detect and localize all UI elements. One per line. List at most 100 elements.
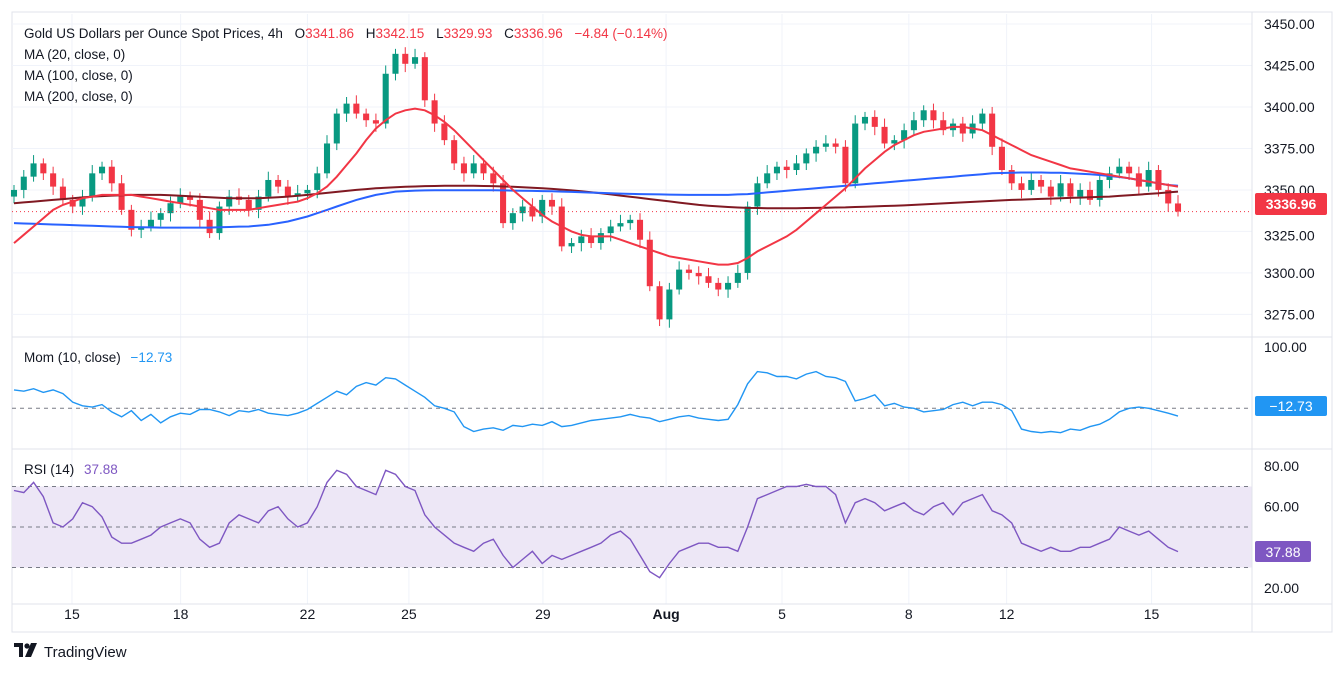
candle-body [304, 189, 311, 194]
candle-body [245, 199, 252, 210]
candle-body [226, 196, 233, 207]
c-label: C [504, 26, 514, 41]
candle-body [773, 166, 780, 174]
c-value: 3336.96 [514, 26, 563, 41]
candle-body [40, 163, 47, 174]
candle-body [646, 239, 653, 287]
candle-body [685, 269, 692, 273]
ma100-line [13, 171, 1179, 229]
candle-body [744, 206, 751, 273]
candle-body [255, 196, 262, 210]
l-value: 3329.93 [444, 26, 493, 41]
candle-body [1116, 166, 1123, 174]
candle-body [216, 206, 223, 234]
candle-body [519, 206, 526, 214]
candle-body [363, 113, 370, 121]
candle-body [764, 173, 771, 184]
grid [12, 14, 1252, 604]
rsi-value: 37.88 [84, 462, 118, 477]
time-tick: 25 [401, 606, 417, 622]
candle-body [451, 140, 458, 164]
candle-body [412, 57, 419, 64]
ma-lines [12, 107, 1252, 266]
candle-body [402, 53, 409, 64]
candle-body [314, 173, 321, 190]
candle-body [842, 146, 849, 184]
candle-body [754, 183, 761, 207]
candle-body [705, 276, 712, 283]
candle-body [392, 53, 399, 74]
price-tick: 3325.00 [1264, 227, 1315, 243]
candle-body [588, 236, 595, 244]
candle-body [617, 223, 624, 227]
momentum-series [12, 370, 1252, 434]
candle-body [470, 163, 477, 174]
ma100-legend[interactable]: MA (100, close, 0) [24, 68, 133, 83]
candle-body [187, 196, 194, 200]
candle-body [1067, 183, 1074, 197]
candle-body [676, 269, 683, 290]
mom-legend[interactable]: Mom (10, close) −12.73 [24, 350, 172, 365]
time-tick: 22 [300, 606, 316, 622]
candle-body [578, 236, 585, 244]
mom-line [13, 370, 1179, 434]
candle-body [128, 209, 135, 230]
candle-body [901, 130, 908, 141]
candle-body [500, 183, 507, 224]
price-tick: 3275.00 [1264, 306, 1315, 322]
candle-body [372, 120, 379, 124]
candle-body [930, 110, 937, 121]
candle-body [793, 163, 800, 171]
candle-body [79, 196, 86, 207]
candle-body [1018, 183, 1025, 190]
rsi-tick: 60.00 [1264, 499, 1299, 515]
candle-body [69, 199, 76, 207]
candle-body [813, 146, 820, 154]
mom-label: Mom (10, close) [24, 350, 121, 365]
rsi-tick: 80.00 [1264, 458, 1299, 474]
candle-body [1047, 186, 1054, 197]
candle-body [10, 189, 18, 197]
candle-body [441, 123, 448, 141]
brand-name: TradingView [44, 644, 127, 661]
candle-body [1038, 179, 1045, 187]
o-label: O [295, 26, 306, 41]
candle-body [343, 103, 350, 114]
candle-body [30, 163, 37, 177]
candle-body [998, 146, 1005, 171]
o-value: 3341.86 [305, 26, 354, 41]
change-value: −4.84 (−0.14%) [574, 26, 667, 41]
candle-body [666, 289, 673, 320]
candle-body [725, 282, 732, 290]
candle-body [910, 120, 917, 131]
mom-value: −12.73 [131, 350, 173, 365]
ma200-legend[interactable]: MA (200, close, 0) [24, 89, 133, 104]
price-tick: 3450.00 [1264, 16, 1315, 32]
last-price-tag: 3336.96 [1266, 196, 1317, 212]
candle-body [636, 219, 644, 240]
ma20-line [13, 107, 1179, 266]
candle-body [460, 163, 467, 174]
time-tick: 15 [1144, 606, 1160, 622]
candle-body [1057, 183, 1064, 197]
candlestick-series [10, 47, 1182, 328]
candle-body [99, 166, 106, 174]
candle-body [1096, 179, 1103, 200]
candle-body [431, 100, 438, 124]
candle-body [1174, 203, 1182, 212]
symbol-title: Gold US Dollars per Ounce Spot Prices, 4… [24, 26, 668, 41]
rsi-tick: 20.00 [1264, 580, 1299, 596]
rsi-line [13, 469, 1179, 579]
tradingview-brand[interactable]: TradingView [14, 643, 127, 662]
symbol-name: Gold US Dollars per Ounce Spot Prices, 4… [24, 26, 283, 41]
candle-body [548, 199, 556, 207]
candle-body [490, 173, 497, 184]
candle-body [147, 219, 154, 227]
candle-body [1165, 189, 1172, 204]
candle-body [734, 272, 741, 283]
ma20-legend[interactable]: MA (20, close, 0) [24, 47, 125, 62]
candle-body [1008, 170, 1015, 184]
rsi-legend[interactable]: RSI (14) 37.88 [24, 462, 118, 477]
